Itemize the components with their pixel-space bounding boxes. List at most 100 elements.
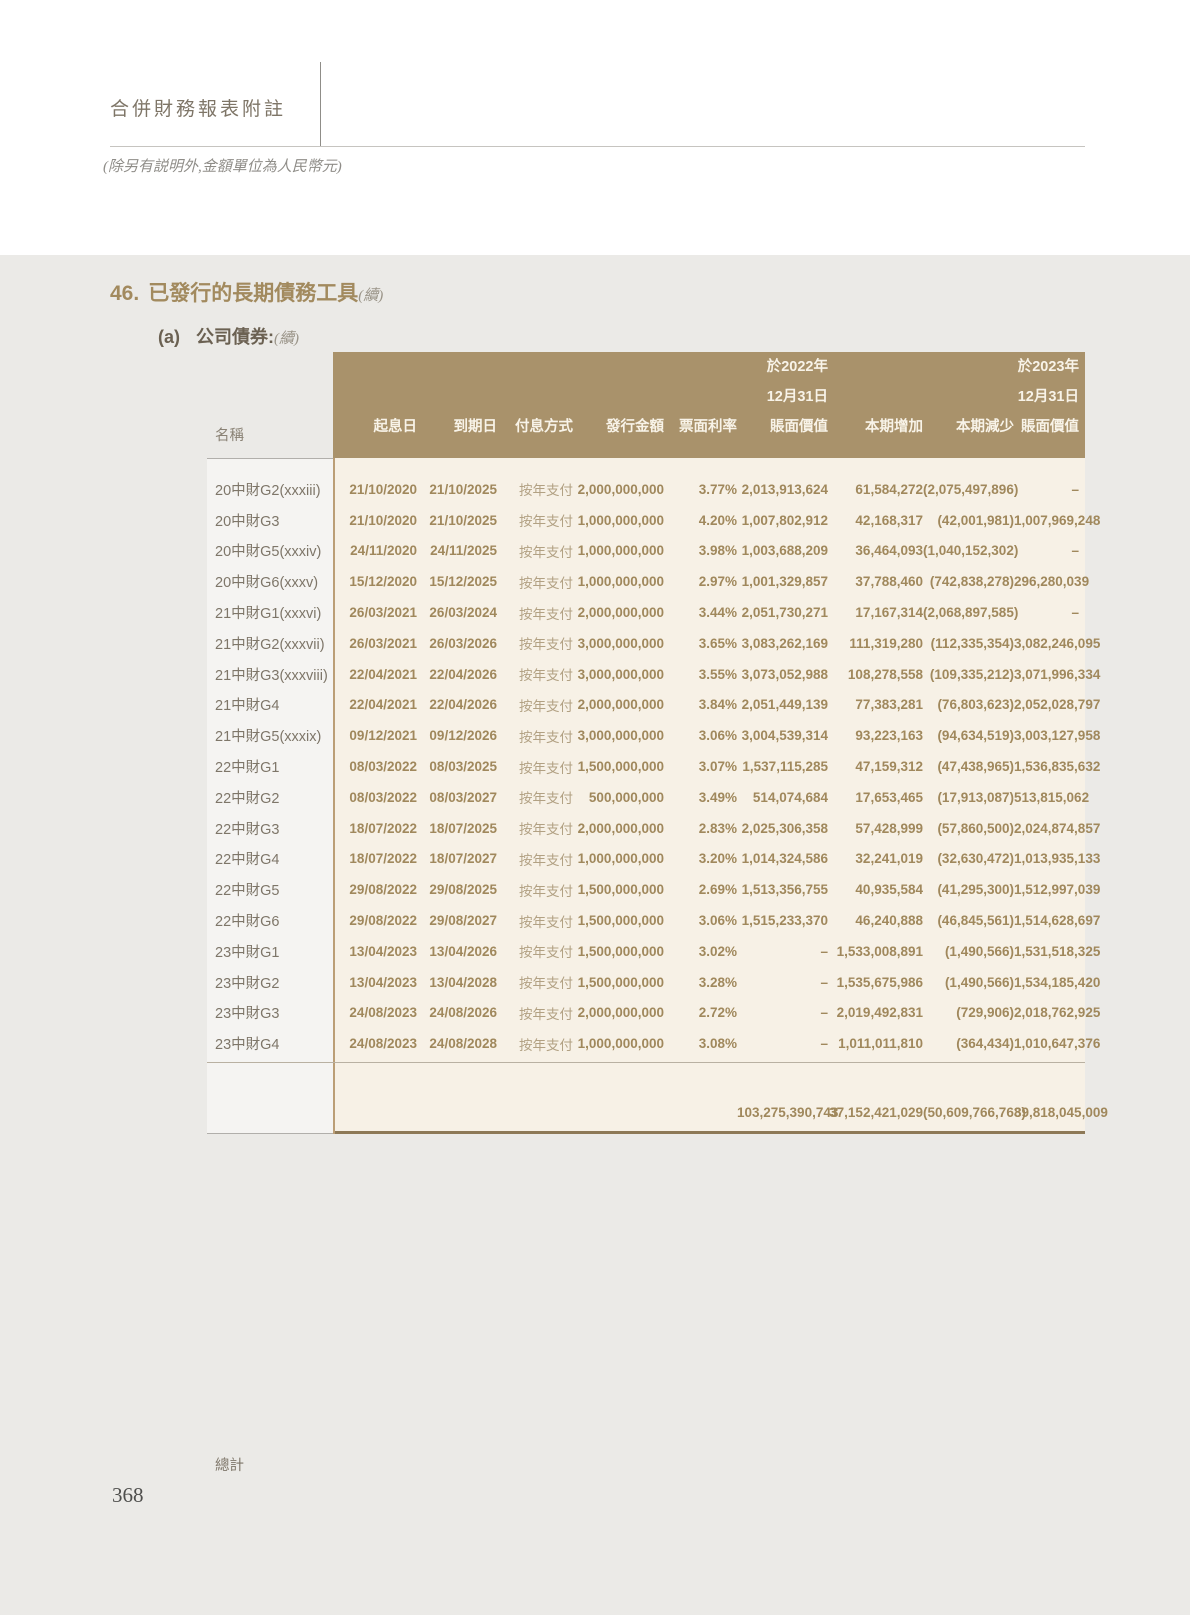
table-cell: (2,068,897,585) xyxy=(923,605,1019,621)
table-cell: 1,000,000,000 xyxy=(577,851,664,867)
table-cell: 3.20% xyxy=(698,851,737,867)
bond-name: 21中財G1(xxxvi) xyxy=(215,606,322,623)
section-heading: 46. 已發行的長期債務工具(續) xyxy=(110,277,383,307)
table-cell: 3.55% xyxy=(698,666,737,682)
column-header: 於2023年 12月31日 賬面價值 xyxy=(1017,359,1079,435)
table-cell: 3.65% xyxy=(698,635,737,651)
table-cell: 29/08/2022 xyxy=(349,913,417,929)
table-cell: 08/03/2022 xyxy=(349,759,417,775)
table-cell: 2.83% xyxy=(698,820,737,836)
table-row: 21/10/2020 21/10/2025 按年支付 2,000,000,000 3.7… xyxy=(333,474,1085,505)
table-cell: 按年支付 xyxy=(519,822,573,838)
table-cell: 2,000,000,000 xyxy=(577,820,664,836)
table-cell: 1,500,000,000 xyxy=(577,882,664,898)
table-cell: (1,040,152,302) xyxy=(923,543,1019,559)
table-cell: 108,278,558 xyxy=(847,666,923,682)
table-cell: 按年支付 xyxy=(519,1037,573,1053)
table-cell: (46,845,561) xyxy=(937,913,1014,929)
table-cell: 111,319,280 xyxy=(849,635,923,651)
table-cell: 按年支付 xyxy=(519,760,573,776)
table-cell: 13/04/2023 xyxy=(349,974,417,990)
table-cell: 1,014,324,586 xyxy=(741,851,828,867)
table-cell: 2,000,000,000 xyxy=(577,1005,664,1021)
table-cell: 09/12/2026 xyxy=(429,728,497,744)
table-cell: 按年支付 xyxy=(519,544,573,560)
table-header-row: 起息日 到期日 付息方式 發行金額 票面利率 於2022年 12月31日 賬面價值 本期增加 本期… xyxy=(333,352,1085,458)
table-cell: 1,537,115,285 xyxy=(742,759,828,775)
table-row: 26/03/2021 26/03/2024 按年支付 2,000,000,000 3.4… xyxy=(333,597,1085,628)
bond-name-column: 20中財G2(xxxiii) 20中財G3 20中財G5(xxxiv) 20中財G6(… xyxy=(215,474,333,1059)
table-cell: 22/04/2026 xyxy=(429,697,497,713)
table-cell: 26/03/2024 xyxy=(429,605,497,621)
table-cell: 3.28% xyxy=(698,974,737,990)
table-row: 29/08/2022 29/08/2025 按年支付 1,500,000,000 2.6… xyxy=(333,874,1100,905)
table-cell: 3,000,000,000 xyxy=(577,666,664,682)
name-column-divider xyxy=(333,458,335,1134)
table-cell: 22/04/2021 xyxy=(349,666,417,682)
table-cell: 3,003,127,958 xyxy=(1014,728,1101,744)
table-cell: 按年支付 xyxy=(519,914,573,930)
bond-name: 20中財G2(xxxiii) xyxy=(215,482,321,499)
table-cell: 296,280,039 xyxy=(1014,574,1090,590)
table-cell: 1,007,802,912 xyxy=(741,512,828,528)
table-cell: 按年支付 xyxy=(519,976,573,992)
table-cell: 15/12/2025 xyxy=(429,574,497,590)
bonds-table: 名稱 起息日 到期日 付息方式 發行金額 票面利率 於2022年 12月31日 賬面價值 本期增… xyxy=(207,352,1108,1474)
table-cell: 37,788,460 xyxy=(855,574,923,590)
table-cell: (109,335,212) xyxy=(929,666,1014,682)
table-cell: 1,514,628,697 xyxy=(1014,913,1101,929)
table-cell: 18/07/2027 xyxy=(429,851,497,867)
table-cell: (742,838,278) xyxy=(929,574,1014,590)
table-row: 26/03/2021 26/03/2026 按年支付 3,000,000,000 3.6… xyxy=(333,628,1101,659)
table-cell: 15/12/2020 xyxy=(349,574,417,590)
table-cell: 3,073,052,988 xyxy=(741,666,828,682)
table-cell: 42,168,317 xyxy=(855,512,923,528)
table-cell: 3.06% xyxy=(698,728,737,744)
table-row: 08/03/2022 08/03/2027 按年支付 500,000,000 3.49%… xyxy=(333,782,1089,813)
table-cell: – xyxy=(820,1005,828,1021)
table-cell: 514,074,684 xyxy=(752,789,828,805)
table-cell: 22/04/2021 xyxy=(349,697,417,713)
table-cell: 3,083,262,169 xyxy=(741,635,828,651)
table-cell: 1,500,000,000 xyxy=(577,913,664,929)
table-cell: (32,630,472) xyxy=(937,851,1014,867)
table-cell: 3,004,539,314 xyxy=(741,728,828,744)
table-row: 24/08/2023 24/08/2026 按年支付 2,000,000,000 2.7… xyxy=(333,998,1100,1029)
table-cell: 1,536,835,632 xyxy=(1014,759,1101,775)
table-cell: 3.06% xyxy=(698,913,737,929)
table-cell: 1,513,356,755 xyxy=(741,882,828,898)
table-cell: 24/11/2025 xyxy=(430,543,497,559)
table-cell: 24/08/2028 xyxy=(429,1036,497,1052)
table-cell: 3,082,246,095 xyxy=(1014,635,1101,651)
table-cell: 按年支付 xyxy=(519,483,573,499)
column-header: 票面利率 xyxy=(679,419,737,435)
table-cell: 57,428,999 xyxy=(855,820,923,836)
table-cell: 2,024,874,857 xyxy=(1014,820,1101,836)
bond-name: 23中財G3 xyxy=(215,1006,280,1023)
table-cell: – xyxy=(1071,543,1079,559)
table-cell: 26/03/2026 xyxy=(429,635,497,651)
table-cell: 1,533,008,891 xyxy=(836,943,923,959)
table-cell: 17,653,465 xyxy=(855,789,923,805)
table-cell: 3.77% xyxy=(698,481,737,497)
table-cell: 40,935,584 xyxy=(855,882,923,898)
bond-name: 22中財G2 xyxy=(215,790,280,807)
table-row: 24/08/2023 24/08/2028 按年支付 1,000,000,000 3.0… xyxy=(333,1028,1100,1059)
table-cell: – xyxy=(1071,481,1079,497)
table-cell: 18/07/2022 xyxy=(349,851,417,867)
table-cell: 1,515,233,370 xyxy=(741,913,828,929)
table-cell: 24/08/2026 xyxy=(429,1005,497,1021)
table-cell: 按年支付 xyxy=(519,883,573,899)
table-cell: 24/08/2023 xyxy=(349,1005,417,1021)
bond-name: 20中財G3 xyxy=(215,513,280,530)
document-title: 合併財務報表附註 xyxy=(110,99,287,120)
bond-name: 22中財G4 xyxy=(215,852,280,869)
table-row: 22/04/2021 22/04/2026 按年支付 2,000,000,000 3.8… xyxy=(333,690,1100,721)
subsection-heading: (a) 公司債券:(續) xyxy=(158,323,299,349)
subsection-continued-note: (續) xyxy=(274,331,299,347)
table-row: 18/07/2022 18/07/2027 按年支付 1,000,000,000 3.2… xyxy=(333,844,1100,875)
table-cell: (76,803,623) xyxy=(937,697,1014,713)
table-row: 13/04/2023 13/04/2026 按年支付 1,500,000,000 3.0… xyxy=(333,936,1100,967)
table-cell: (2,075,497,896) xyxy=(923,481,1019,497)
